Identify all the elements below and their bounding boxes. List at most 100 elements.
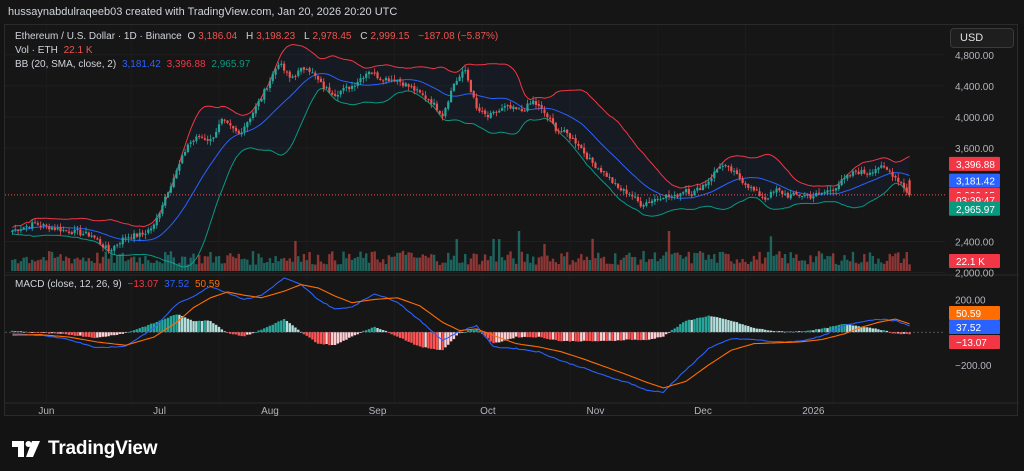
macd-hist-bar: [568, 332, 572, 342]
candle: [299, 67, 303, 75]
candle: [718, 163, 722, 170]
volume-bar: [738, 262, 741, 271]
candle-body: [673, 194, 676, 197]
volume-bar: [141, 263, 144, 271]
macd-hist-bar: [614, 332, 617, 341]
macd-hist-bar: [288, 323, 291, 333]
macd-hist-bar: [517, 332, 521, 338]
volume-bar: [248, 264, 252, 271]
macd-hist-bar: [198, 320, 201, 333]
macd-hist-bar: [676, 326, 679, 333]
volume-bar: [25, 256, 28, 271]
candle-body: [186, 144, 189, 152]
volume-bar: [540, 256, 543, 271]
volume-bar: [432, 254, 436, 271]
candle: [781, 190, 784, 198]
candle-body: [314, 72, 317, 76]
candle: [356, 78, 359, 89]
volume-bar: [846, 259, 849, 271]
candle-body: [897, 177, 900, 183]
macd-hist-bar: [704, 316, 708, 333]
volume-bar: [362, 257, 365, 271]
volume-bar: [101, 256, 105, 271]
candle: [396, 79, 399, 85]
candle-body: [172, 178, 175, 188]
candle-body: [611, 177, 614, 184]
candlestick-chart[interactable]: 4,800.00 4,400.00 4,000.00 3,600.00 2,400.00…: [5, 25, 1019, 417]
currency-button[interactable]: USD: [950, 28, 1014, 48]
macd-hist-bar: [747, 325, 750, 333]
volume-bar: [472, 253, 475, 271]
candle: [772, 190, 775, 195]
candle: [67, 228, 71, 235]
candle-body: [449, 90, 453, 103]
macd-hist-bar: [263, 328, 266, 333]
chart-author-header: hussaynabdulraqeeb03 created with Tradin…: [0, 0, 1024, 24]
macd-hist-bar: [885, 330, 889, 333]
candle-body: [325, 87, 328, 89]
candle-body: [472, 90, 475, 98]
volume-bar: [814, 256, 818, 271]
volume-bar: [311, 264, 314, 271]
candle: [614, 178, 617, 186]
macd-hist-bar: [789, 331, 792, 333]
volume-bar: [718, 252, 722, 271]
volume-bar: [812, 262, 815, 271]
macd-hist-bar: [212, 323, 215, 333]
candle-body: [648, 201, 651, 203]
candle-body: [549, 117, 552, 119]
candle-body: [110, 249, 113, 251]
volume-bar: [438, 264, 441, 271]
volume-bars: [11, 231, 911, 271]
volume-bar: [466, 264, 470, 271]
macd-hist-bar: [466, 330, 470, 333]
macd-hist-bar: [234, 332, 238, 335]
volume-bar: [418, 257, 422, 271]
candle-body: [826, 190, 829, 193]
candle-body: [529, 103, 532, 105]
candle: [169, 182, 173, 194]
volume-bar: [413, 257, 416, 271]
volume-bar: [299, 261, 303, 271]
macd-hist-bar: [735, 322, 739, 333]
volume-bar: [902, 258, 906, 271]
volume-bar: [93, 262, 96, 271]
candle: [280, 60, 283, 68]
candle: [328, 82, 331, 94]
volume-bar: [551, 258, 555, 271]
macd-hist-bar: [764, 329, 767, 333]
price-badge-bg: [949, 156, 1000, 171]
candle-body: [161, 205, 164, 214]
candle-body: [438, 110, 441, 114]
macd-hist-bar: [557, 332, 560, 341]
candle-body: [166, 192, 170, 198]
candle: [124, 234, 127, 243]
candle: [285, 70, 289, 76]
candle-body: [138, 232, 141, 237]
macd-hist-bar: [713, 316, 716, 333]
candle-body: [543, 109, 546, 114]
candle: [240, 127, 243, 137]
candle: [138, 228, 141, 242]
volume-bar: [175, 264, 178, 271]
candle: [116, 243, 119, 249]
macd-hist-bar: [421, 332, 424, 348]
candle: [489, 110, 492, 119]
volume-bar: [449, 259, 453, 271]
macd-hist-bar: [248, 332, 252, 335]
tradingview-logo[interactable]: TradingView: [12, 438, 158, 460]
macd-badge: 37.52: [949, 320, 1000, 334]
volume-bar: [305, 260, 308, 271]
candle: [854, 169, 857, 175]
macd-hist-bar: [707, 315, 710, 333]
chart-panel[interactable]: 4,800.00 4,400.00 4,000.00 3,600.00 2,400.00…: [4, 24, 1019, 417]
macd-hist-bar: [472, 330, 475, 333]
macd-hist-bar: [778, 331, 781, 333]
macd-hist-bar: [619, 332, 623, 341]
macd-hist-bar: [302, 332, 306, 335]
volume-bar: [441, 262, 444, 271]
candle: [331, 90, 334, 96]
candle: [93, 234, 96, 240]
macd-hist-bar: [761, 328, 764, 333]
candle: [871, 169, 874, 177]
